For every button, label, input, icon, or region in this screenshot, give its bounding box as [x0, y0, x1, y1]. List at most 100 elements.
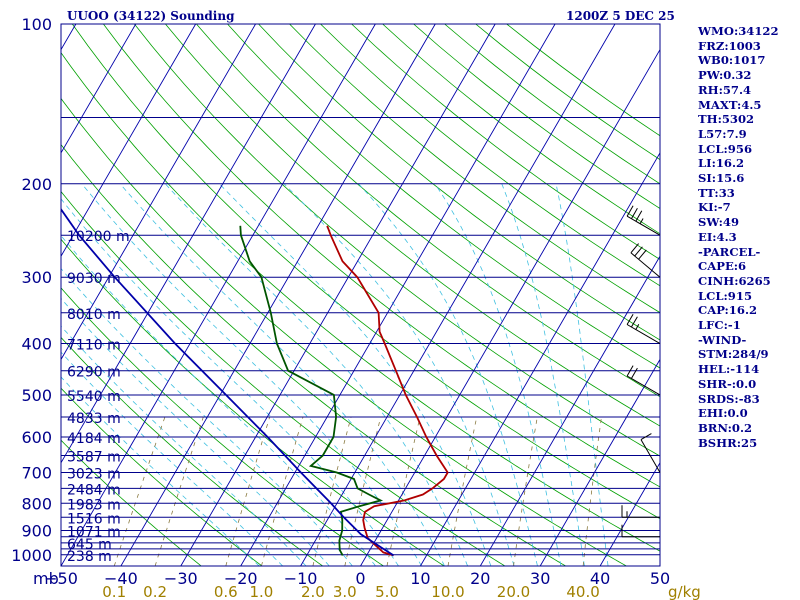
height-label: 1983 m: [67, 497, 121, 513]
wind-barb-flag: [638, 249, 647, 260]
temperature-tick-label: 10: [410, 569, 430, 588]
moist-adiabat: [219, 183, 492, 566]
index-item: LI:16.2: [698, 156, 745, 171]
mixing-ratio-line: [513, 416, 538, 566]
moist-adiabat: [61, 376, 260, 566]
mixing-ratio-tick-label: 5.0: [375, 583, 399, 600]
temperature-tick-label: −50: [44, 569, 78, 588]
mixing-ratio-tick-label: 10.0: [431, 583, 464, 600]
height-label: 4184 m: [67, 431, 121, 447]
index-item: FRZ:1003: [698, 38, 761, 53]
temperature-tick-label: 20: [470, 569, 490, 588]
mixing-ratio-tick-label: 40.0: [566, 583, 599, 600]
index-item: CAPE:6: [698, 259, 747, 274]
isotherm: [180, 24, 496, 566]
moist-adiabat: [283, 183, 515, 566]
wind-barb-staff: [626, 375, 661, 396]
mixing-ratio-tick-label: 1.0: [249, 583, 273, 600]
x-unit-label: mb: [33, 569, 59, 588]
index-item: TT:33: [698, 185, 735, 200]
moist-adiabat: [119, 183, 445, 566]
temperature-tick-label: −10: [284, 569, 318, 588]
index-item: HEL:-114: [698, 362, 760, 377]
mixing-ratio-tick-label: 3.0: [333, 583, 357, 600]
mixing-ratio-unit: g/kg: [668, 583, 701, 600]
pressure-tick-label: 500: [21, 386, 52, 405]
pressure-tick-label: 100: [21, 15, 52, 34]
height-label: 8010 m: [67, 307, 121, 323]
pressure-tick-label: 400: [21, 335, 52, 354]
dry-adiabat: [61, 238, 445, 566]
wind-barb-flag: [626, 205, 634, 217]
index-item: PW:0.32: [698, 68, 752, 83]
wind-barb: [626, 313, 661, 344]
moist-adiabat: [358, 183, 538, 566]
parcel-profile: [61, 207, 395, 557]
wind-barb: [626, 205, 661, 236]
wind-barb-staff: [640, 439, 661, 473]
pressure-tick-label: 900: [21, 522, 52, 541]
wind-barb-flag: [630, 243, 639, 254]
isotherm: [61, 24, 77, 51]
index-item: WMO:34122: [698, 24, 779, 38]
isotherm: [420, 151, 660, 566]
moist-adiabat: [61, 267, 353, 566]
background-grid: [61, 24, 660, 566]
height-label: 6290 m: [67, 365, 121, 381]
index-item: -PARCEL-: [698, 244, 761, 259]
dry-adiabat: [61, 97, 627, 566]
dry-adiabat: [71, 24, 660, 520]
wind-barb-flag: [626, 365, 634, 377]
pressure-tick-label: 800: [21, 494, 52, 513]
dewpoint-profile: [239, 225, 384, 556]
isotherm: [240, 24, 556, 566]
index-item: RH:57.4: [698, 82, 752, 97]
height-label: 5540 m: [67, 389, 121, 405]
dry-adiabat: [196, 24, 660, 398]
moist-adiabat: [61, 198, 399, 566]
wind-barb-staff: [630, 252, 661, 278]
moist-adiabat: [61, 235, 376, 566]
index-item: LFC:-1: [698, 318, 741, 333]
index-item: SRDS:-83: [698, 391, 760, 406]
wind-barb-column: [621, 205, 661, 538]
pressure-tick-label: 700: [21, 464, 52, 483]
mixing-ratio-line: [154, 416, 204, 566]
temperature-tick-label: 50: [650, 569, 670, 588]
pressure-tick-label: 200: [21, 175, 52, 194]
dry-adiabat: [258, 24, 660, 341]
isotherm: [61, 24, 256, 361]
dry-adiabat: [320, 24, 660, 287]
wind-barb-staff: [626, 215, 661, 236]
wind-barb: [640, 433, 661, 473]
temperature-tick-label: −30: [164, 569, 198, 588]
mixing-ratio-line: [447, 416, 478, 566]
height-label: 238 m: [67, 549, 112, 565]
height-label: 1516 m: [67, 511, 121, 527]
mixing-ratio-tick-label: 0.6: [214, 583, 238, 600]
wind-barb-half-flag: [639, 218, 644, 224]
wind-barb-staff: [626, 324, 661, 344]
index-item: LCL:956: [698, 141, 753, 156]
wind-barb: [621, 524, 661, 538]
mixing-ratio-tick-label: 0.1: [102, 583, 126, 600]
mixing-ratio-tick-label: 2.0: [301, 583, 325, 600]
wind-barb: [621, 505, 661, 518]
index-item: -WIND-: [698, 332, 747, 347]
dry-adiabat: [61, 190, 506, 566]
temperature-tick-label: 0: [355, 569, 365, 588]
wind-barb-flag: [635, 210, 643, 222]
dry-adiabat: [289, 24, 660, 314]
isotherm: [539, 358, 660, 566]
pressure-tick-label: 1000: [11, 546, 52, 565]
dry-adiabat: [165, 24, 660, 427]
isotherm: [599, 461, 660, 566]
index-item: BRN:0.2: [698, 420, 753, 435]
index-item: KI:-7: [698, 200, 731, 215]
wind-barb-flag: [630, 208, 638, 219]
wind-barb-half-flag: [635, 324, 640, 330]
index-item: L57:7.9: [698, 126, 747, 141]
isotherm: [61, 24, 316, 464]
wind-barb-flag: [640, 433, 652, 441]
